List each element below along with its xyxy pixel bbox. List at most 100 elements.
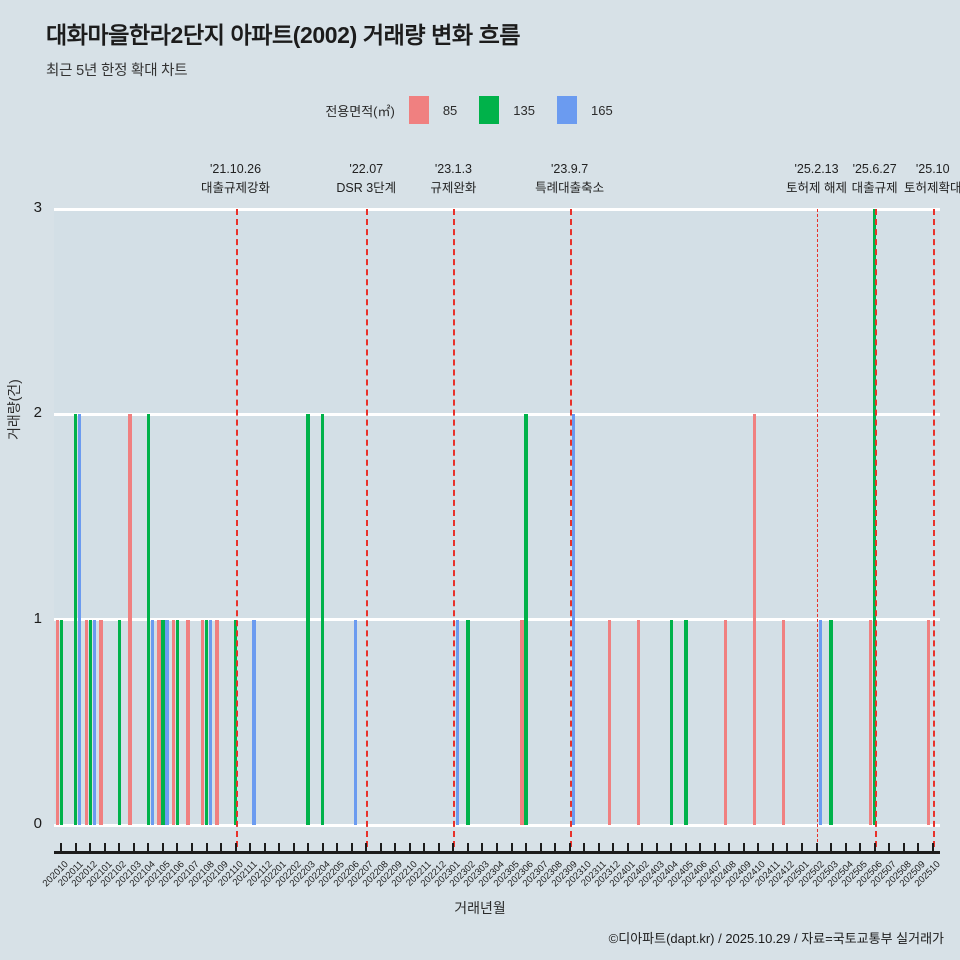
legend-label-135: 135	[513, 102, 535, 118]
bar[interactable]	[200, 619, 205, 825]
x-tick-mark	[786, 843, 789, 854]
x-tick-mark	[844, 843, 847, 854]
bar[interactable]	[524, 414, 528, 825]
bar[interactable]	[128, 414, 132, 825]
x-tick-mark	[801, 843, 804, 854]
x-tick-mark	[728, 843, 731, 854]
x-tick-mark	[408, 843, 411, 854]
chart-header: 대화마을한라2단지 아파트(2002) 거래량 변화 흐름 최근 5년 한정 확…	[46, 16, 521, 80]
x-tick-mark	[902, 843, 905, 854]
x-tick-mark	[496, 843, 498, 854]
bar[interactable]	[84, 619, 89, 825]
x-tick-mark	[452, 843, 455, 854]
annotation-label: '25.6.27 대출규제	[852, 160, 898, 199]
bar[interactable]	[175, 619, 180, 825]
plot-area	[54, 207, 940, 847]
x-tick-mark	[917, 843, 920, 854]
bar[interactable]	[829, 619, 833, 825]
x-tick-mark	[103, 843, 106, 854]
x-tick-mark	[830, 843, 833, 854]
annotation-event: 규제완화	[430, 181, 477, 196]
bar[interactable]	[669, 619, 673, 825]
bar[interactable]	[92, 619, 96, 825]
bar[interactable]	[204, 619, 209, 825]
bar[interactable]	[752, 414, 757, 825]
bar[interactable]	[466, 619, 470, 825]
annotation-event: 토허제확대	[903, 181, 960, 196]
x-tick-mark	[118, 843, 121, 854]
bar[interactable]	[636, 619, 640, 825]
bar[interactable]	[161, 619, 165, 825]
x-tick-mark	[539, 843, 542, 854]
bar[interactable]	[150, 619, 155, 825]
bar[interactable]	[55, 619, 59, 825]
bar[interactable]	[684, 619, 688, 825]
bar[interactable]	[146, 414, 151, 825]
legend-entry-135[interactable]: 135	[479, 96, 535, 124]
bar[interactable]	[157, 619, 161, 825]
legend-swatch-135	[479, 96, 500, 124]
bar[interactable]	[186, 619, 190, 825]
x-tick-mark	[60, 843, 63, 854]
annotation-date: '23.9.7	[551, 162, 589, 176]
legend-entry-85[interactable]: 85	[408, 96, 458, 124]
legend-entry-165[interactable]: 165	[556, 96, 613, 124]
annotation-line	[569, 209, 572, 847]
bar[interactable]	[215, 619, 219, 825]
x-tick-mark	[699, 843, 702, 854]
bar[interactable]	[781, 619, 786, 825]
x-tick-mark	[873, 843, 876, 854]
bar[interactable]	[868, 619, 873, 825]
annotation-line	[932, 209, 935, 847]
annotation-event: 대출규제강화	[201, 181, 271, 196]
bar[interactable]	[723, 619, 728, 825]
bar[interactable]	[233, 619, 238, 825]
bar[interactable]	[78, 414, 82, 825]
chart-subtitle: 최근 5년 한정 확대 차트	[46, 63, 188, 79]
x-tick-mark	[466, 843, 469, 854]
annotation-event: 토허제 해제	[786, 181, 848, 196]
bar[interactable]	[99, 619, 103, 825]
bar[interactable]	[306, 414, 310, 825]
bar[interactable]	[520, 619, 524, 825]
bar[interactable]	[321, 414, 325, 825]
bar[interactable]	[571, 414, 576, 825]
bar[interactable]	[252, 619, 256, 825]
x-tick-mark	[583, 843, 586, 854]
bar[interactable]	[607, 619, 611, 825]
x-tick-mark	[190, 843, 193, 854]
annotation-line	[874, 209, 877, 847]
bar[interactable]	[88, 619, 92, 825]
annotation-label: '25.10 토허제확대	[904, 160, 960, 199]
legend-swatch-85	[408, 96, 429, 124]
x-tick-mark	[423, 843, 426, 854]
x-tick-mark	[597, 843, 600, 854]
bar[interactable]	[59, 619, 63, 825]
x-tick-mark	[742, 843, 745, 854]
bar[interactable]	[171, 619, 176, 825]
x-tick-mark	[220, 843, 223, 854]
annotation-event: 특례대출축소	[535, 181, 605, 196]
gridline-2	[54, 412, 940, 416]
bar[interactable]	[455, 619, 460, 825]
x-tick-mark	[612, 843, 615, 854]
bar[interactable]	[165, 619, 169, 825]
annotation-label: '25.2.13 토허제 해제	[786, 160, 847, 199]
bar[interactable]	[354, 619, 358, 825]
x-axis-label: 거래년월	[454, 900, 506, 916]
chart-legend: 전용면적(㎡) 85 135 165	[0, 96, 960, 124]
y-tick-label-2: 2	[33, 404, 42, 422]
x-tick-mark	[89, 843, 92, 854]
bar[interactable]	[927, 619, 931, 825]
bar[interactable]	[818, 619, 823, 825]
x-tick-mark	[234, 843, 237, 854]
footer-note: ©디아파트(dapt.kr) / 2025.10.29 / 자료=국토교통부 실…	[608, 931, 944, 946]
legend-title: 전용면적(㎡)	[325, 103, 395, 119]
bar[interactable]	[74, 414, 78, 825]
x-tick-mark	[626, 843, 629, 854]
legend-label-85: 85	[442, 102, 458, 118]
bar[interactable]	[208, 619, 213, 825]
annotation-date: '25.2.13	[794, 162, 839, 176]
bar[interactable]	[117, 619, 122, 825]
annotation-line	[235, 209, 238, 847]
